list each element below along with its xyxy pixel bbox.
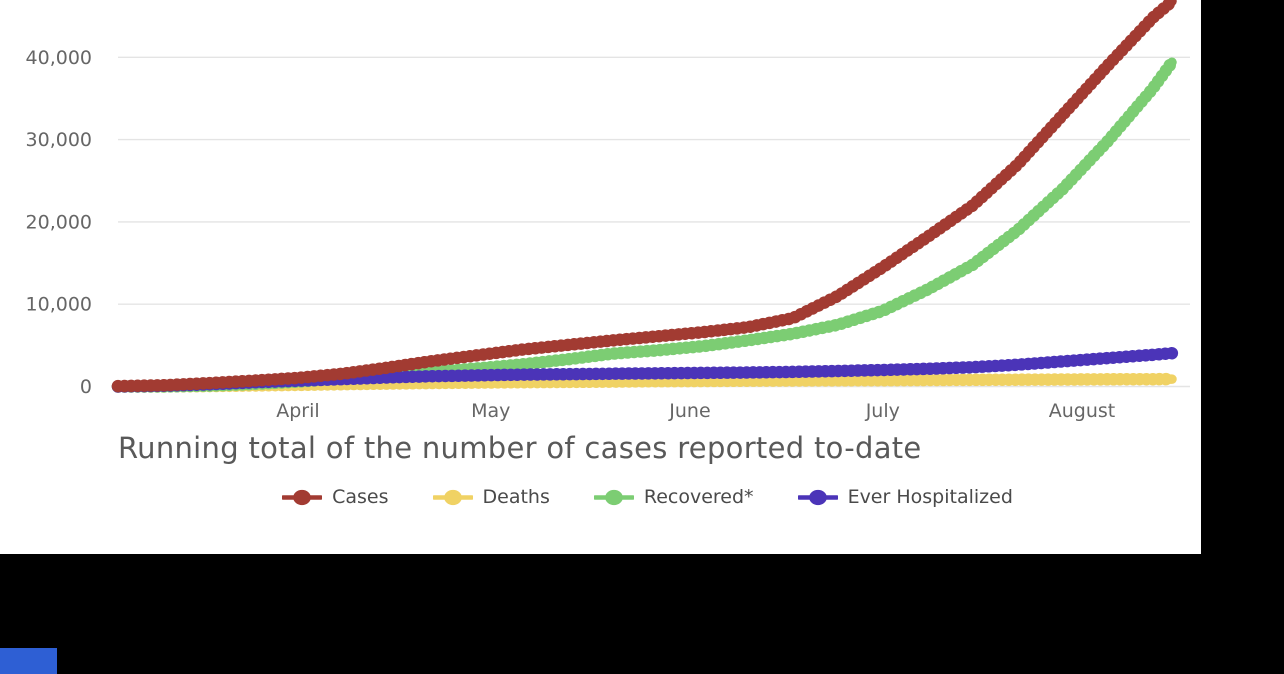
- x-axis-labels: April May June July August: [276, 400, 1115, 422]
- y-tick-label: 30,000: [26, 129, 92, 151]
- legend-label-cases: Cases: [332, 486, 389, 508]
- recovered-series-marker-icon: [593, 489, 634, 505]
- y-tick-label: 10,000: [26, 294, 92, 316]
- legend-marker-dot: [293, 489, 311, 505]
- series-line-cases: [113, 0, 1177, 391]
- legend-item-recovered[interactable]: Recovered*: [593, 486, 754, 508]
- legend-item-cases[interactable]: Cases: [282, 486, 389, 508]
- gridlines: [118, 56, 1190, 388]
- chart-title: Running total of the number of cases rep…: [118, 431, 922, 465]
- legend-marker-dot: [605, 489, 623, 505]
- legend-item-ever-hospitalized[interactable]: Ever Hospitalized: [797, 486, 1013, 508]
- legend-item-deaths[interactable]: Deaths: [432, 486, 550, 508]
- chart-legend: Cases Deaths Recovered* Ever Hospitalize…: [118, 482, 1177, 512]
- chart-plot-area: 0 10,000 20,000 30,000 40,000 April May June Ju…: [26, 0, 1190, 422]
- data-series: [111, 0, 1179, 393]
- x-tick-label: August: [1049, 400, 1116, 422]
- y-tick-label: 0: [80, 376, 92, 398]
- legend-marker-dot: [808, 489, 827, 505]
- legend-label-recovered: Recovered*: [643, 486, 754, 508]
- legend-label-ever-hospitalized: Ever Hospitalized: [847, 486, 1013, 508]
- deaths-series-marker-icon: [432, 489, 473, 505]
- x-tick-label: July: [865, 400, 900, 422]
- y-tick-label: 20,000: [26, 211, 92, 233]
- corner-accent-box: [0, 648, 57, 674]
- y-axis-labels: 0 10,000 20,000 30,000 40,000: [26, 47, 92, 398]
- x-tick-label: June: [668, 400, 710, 422]
- series-dots-cases: [111, 0, 1179, 393]
- cases-series-marker-icon: [282, 489, 323, 505]
- y-tick-label: 40,000: [26, 47, 92, 69]
- chart-card: 0 10,000 20,000 30,000 40,000 April May June Ju…: [0, 0, 1201, 554]
- legend-label-deaths: Deaths: [482, 486, 550, 508]
- x-tick-label: April: [276, 400, 319, 422]
- legend-marker-dot: [443, 489, 462, 505]
- ever-hospitalized-series-marker-icon: [797, 489, 838, 505]
- x-tick-label: May: [471, 400, 510, 422]
